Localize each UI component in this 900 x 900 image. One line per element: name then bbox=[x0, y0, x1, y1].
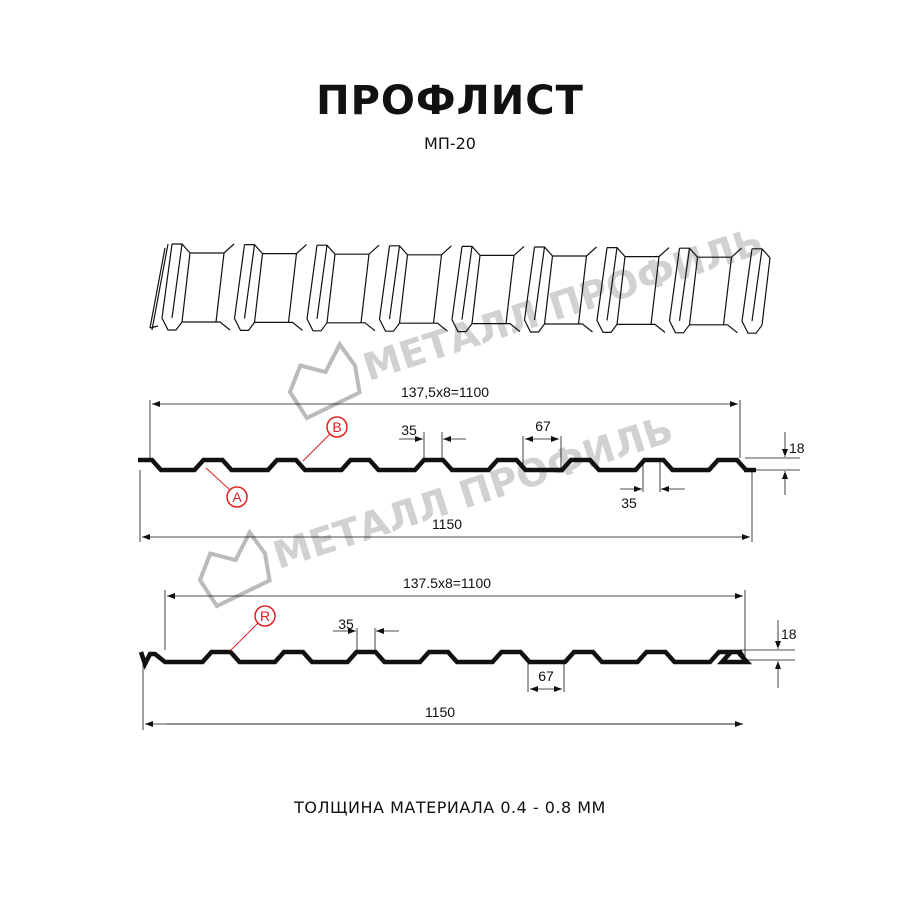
bottom-width-label-r: 67 bbox=[538, 668, 554, 684]
profile-a-shape bbox=[138, 457, 756, 473]
marker-r: R bbox=[229, 605, 276, 652]
top-width-label-a-2: 35 bbox=[621, 495, 637, 511]
marker-a: A bbox=[205, 467, 248, 508]
marker-a-label: A bbox=[232, 489, 242, 505]
top-width-label-a: 35 bbox=[401, 422, 417, 438]
height-label-r: 18 bbox=[781, 626, 797, 642]
marker-r-label: R bbox=[260, 608, 270, 624]
profile-a-drawing bbox=[138, 400, 800, 542]
page-title: ПРОФЛИСТ bbox=[316, 78, 584, 124]
model-subtitle: МП-20 bbox=[424, 134, 476, 153]
material-thickness-note: ТОЛЩИНА МАТЕРИАЛА 0.4 - 0.8 ММ bbox=[294, 798, 606, 817]
marker-b: B bbox=[302, 416, 348, 462]
watermark-text: МЕТАЛЛ ПРОФИЛЬ bbox=[358, 219, 769, 390]
profile-r-shape bbox=[138, 649, 753, 670]
watermark-logo-icon bbox=[197, 528, 272, 609]
width-label-r: 1150 bbox=[425, 704, 455, 720]
pitch-label-r: 137.5x8=1100 bbox=[403, 575, 491, 591]
top-width-label-r: 35 bbox=[338, 616, 354, 632]
sheet-3d-view bbox=[149, 243, 771, 334]
sheet-3d-outline bbox=[149, 243, 771, 334]
pitch-label-a: 137,5x8=1100 bbox=[401, 384, 489, 400]
marker-b-label: B bbox=[332, 419, 341, 435]
profile-r-drawing bbox=[138, 590, 795, 730]
height-label-a: 18 bbox=[789, 440, 805, 456]
bottom-width-label-a: 67 bbox=[535, 418, 551, 434]
watermark-logo-icon bbox=[287, 340, 362, 421]
width-label-a: 1150 bbox=[432, 516, 462, 532]
